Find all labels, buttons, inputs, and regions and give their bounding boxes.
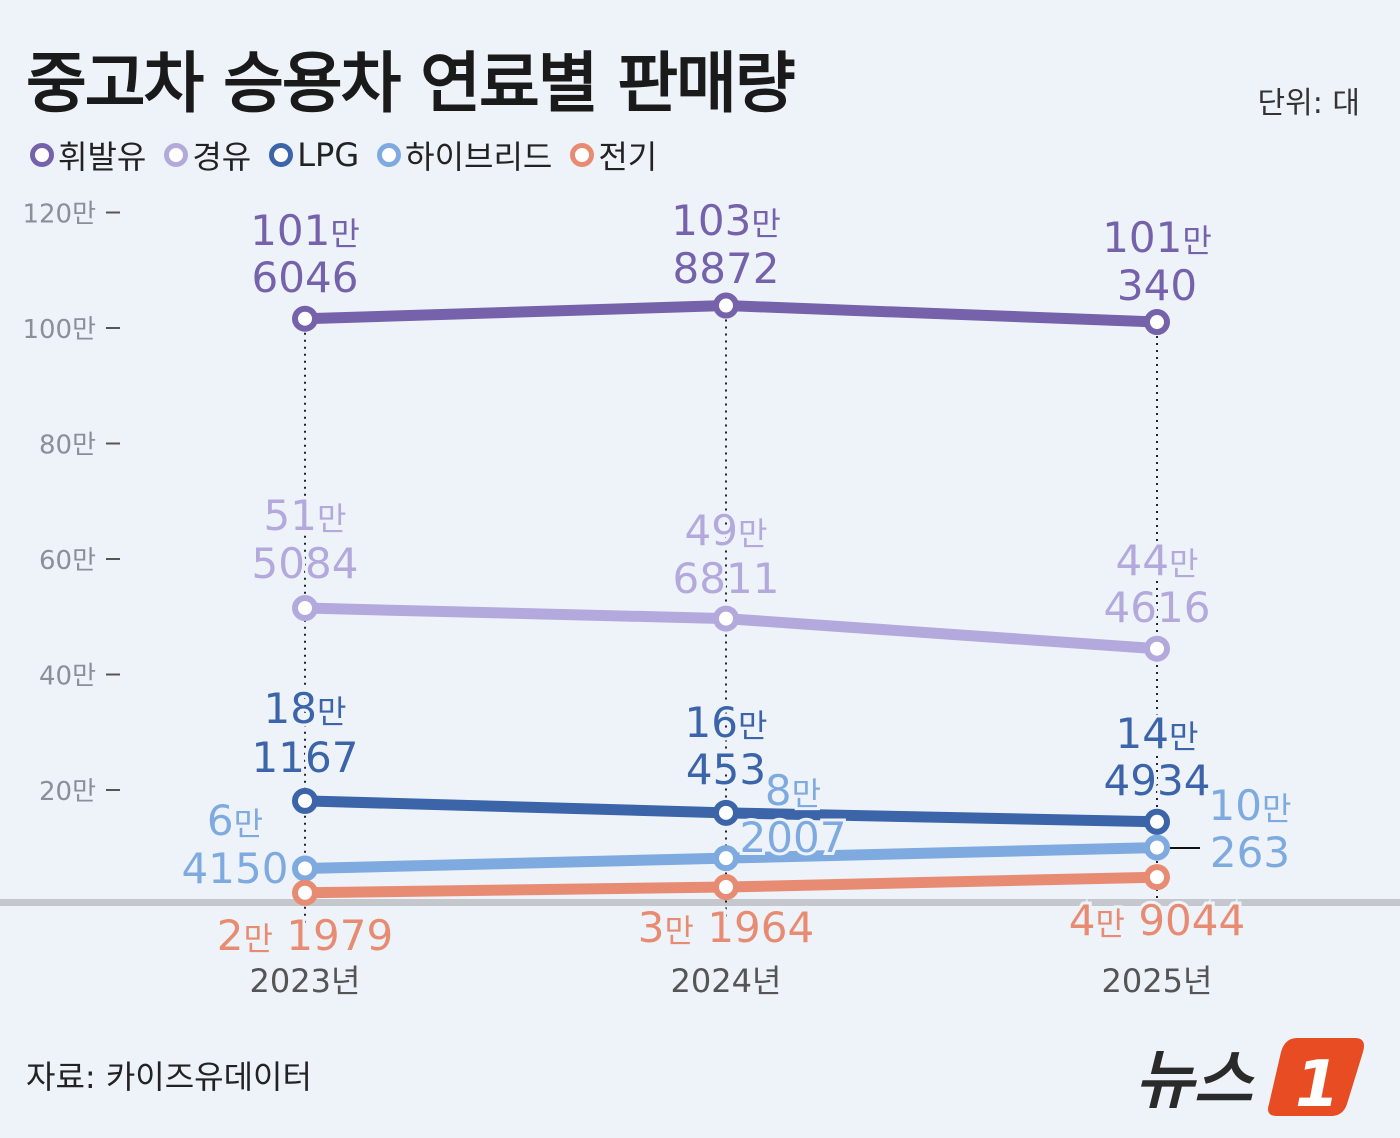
data-label: 340 (1117, 261, 1197, 310)
data-label: 103만 (671, 196, 781, 245)
data-label: 6만 (207, 796, 263, 845)
data-label: 4150 (182, 844, 289, 893)
data-point (713, 845, 739, 872)
x-tick-label: 2023년 (250, 962, 361, 1000)
y-tick-label: 120만 (22, 200, 96, 230)
data-label: 6811 (673, 554, 780, 603)
data-label: 18만 (264, 684, 347, 733)
legend-label: 전기 (598, 138, 658, 176)
data-label: 51만 (264, 491, 347, 540)
svg-text:뉴스: 뉴스 (1135, 1044, 1255, 1118)
data-point (292, 305, 318, 332)
data-point (1144, 808, 1170, 835)
data-label: 4616 (1104, 583, 1211, 632)
data-point (1144, 834, 1170, 861)
data-label: 3만 1964 (638, 903, 814, 952)
data-label: 44만 (1116, 536, 1199, 585)
data-label: 14만 (1116, 709, 1199, 758)
chart-title: 중고차 승용차 연료별 판매량 (26, 45, 796, 122)
data-label: 8872 (673, 244, 780, 293)
data-label: 16만 (685, 698, 768, 747)
data-label: 5084 (252, 539, 359, 588)
x-tick-label: 2024년 (671, 962, 782, 1000)
y-tick-label: 20만 (39, 777, 96, 807)
data-label: 6046 (252, 253, 359, 302)
legend-marker-icon (269, 143, 294, 167)
legend-label: LPG (297, 136, 360, 174)
data-point (292, 595, 318, 622)
data-label: 2만 1979 (217, 911, 393, 960)
data-label: 101만 (250, 206, 360, 255)
data-point (292, 855, 318, 882)
data-label: 4만 9044 (1069, 896, 1245, 945)
legend-marker-icon (570, 143, 595, 167)
legend-item: 전기 (570, 132, 657, 178)
data-point (292, 787, 318, 814)
legend-item: LPG (269, 136, 359, 174)
data-label: 4934 (1104, 756, 1211, 805)
legend-item: 경유 (164, 132, 251, 178)
data-point (713, 292, 739, 319)
data-point (292, 879, 318, 906)
data-label: 1167 (252, 733, 359, 782)
y-tick-label: 100만 (22, 315, 96, 345)
svg-text:1: 1 (1295, 1048, 1340, 1120)
data-label: 2007 (740, 813, 847, 862)
legend: 휘발유 경유 LPG 하이브리드 전기 (30, 132, 657, 178)
data-label: 263 (1210, 828, 1290, 877)
x-tick-label: 2025년 (1102, 962, 1213, 1000)
data-label: 49만 (685, 506, 768, 555)
y-tick-label: 80만 (39, 431, 96, 461)
legend-label: 휘발유 (58, 138, 147, 176)
data-label: 453 (686, 745, 766, 794)
legend-marker-icon (164, 143, 189, 167)
data-label: 10만 (1209, 781, 1292, 830)
y-tick-label: 40만 (39, 662, 96, 692)
y-tick-label: 60만 (39, 546, 96, 576)
data-point (1144, 309, 1170, 336)
unit-label: 단위: 대 (1257, 86, 1360, 121)
data-point (713, 605, 739, 632)
legend-label: 하이브리드 (405, 138, 553, 176)
data-point (1144, 864, 1170, 891)
news1-logo: 뉴스 1 (1135, 1038, 1364, 1120)
x-axis-baseline (0, 899, 1400, 906)
data-label: 8만 (765, 766, 821, 815)
legend-marker-icon (30, 143, 54, 167)
data-label: 101만 (1102, 213, 1212, 262)
legend-item: 하이브리드 (377, 132, 552, 178)
source-label: 자료: 카이즈유데이터 (26, 1058, 312, 1096)
legend-marker-icon (377, 143, 402, 167)
legend-label: 경유 (192, 138, 252, 176)
data-point (713, 874, 739, 901)
legend-item: 휘발유 (30, 132, 146, 178)
data-point (1144, 635, 1170, 662)
data-point (713, 799, 739, 826)
